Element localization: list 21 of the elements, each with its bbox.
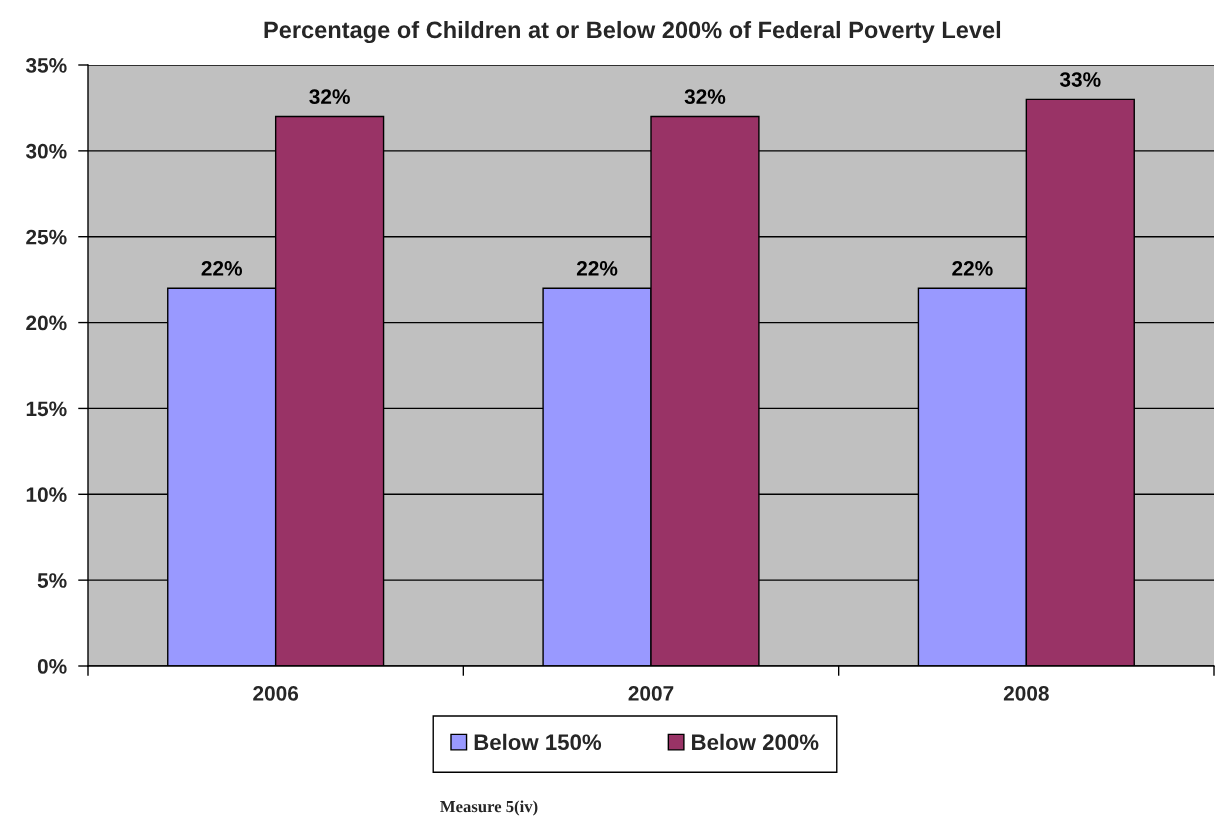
x-tick-label: 2008 <box>1003 685 1049 701</box>
data-label: 32% <box>684 89 726 105</box>
data-label: 22% <box>952 261 993 276</box>
chart-title: Percentage of Children at or Below 200% of Federal Poverty Level <box>264 20 1001 44</box>
y-tick-label: 25% <box>26 229 67 245</box>
data-label: 32% <box>309 89 350 105</box>
y-tick-label: 35% <box>25 58 67 73</box>
data-label: 22% <box>201 261 243 276</box>
text: Measure 5(iv) <box>440 800 538 816</box>
y-tick-label: 5% <box>37 573 67 588</box>
legend-label: Below 150% <box>474 733 602 751</box>
data-label: 22% <box>576 261 618 276</box>
data-label: 33% <box>1059 72 1101 87</box>
x-tick-label: 2007 <box>628 685 674 701</box>
legend-label: Below 200% <box>692 733 819 751</box>
y-tick-label: 20% <box>26 315 67 331</box>
x-tick-label: 2006 <box>253 685 299 701</box>
y-tick-label: 30% <box>25 143 67 159</box>
y-tick-label: 15% <box>26 401 67 417</box>
y-tick-label: 0% <box>37 659 67 674</box>
y-tick-label: 10% <box>26 487 67 503</box>
